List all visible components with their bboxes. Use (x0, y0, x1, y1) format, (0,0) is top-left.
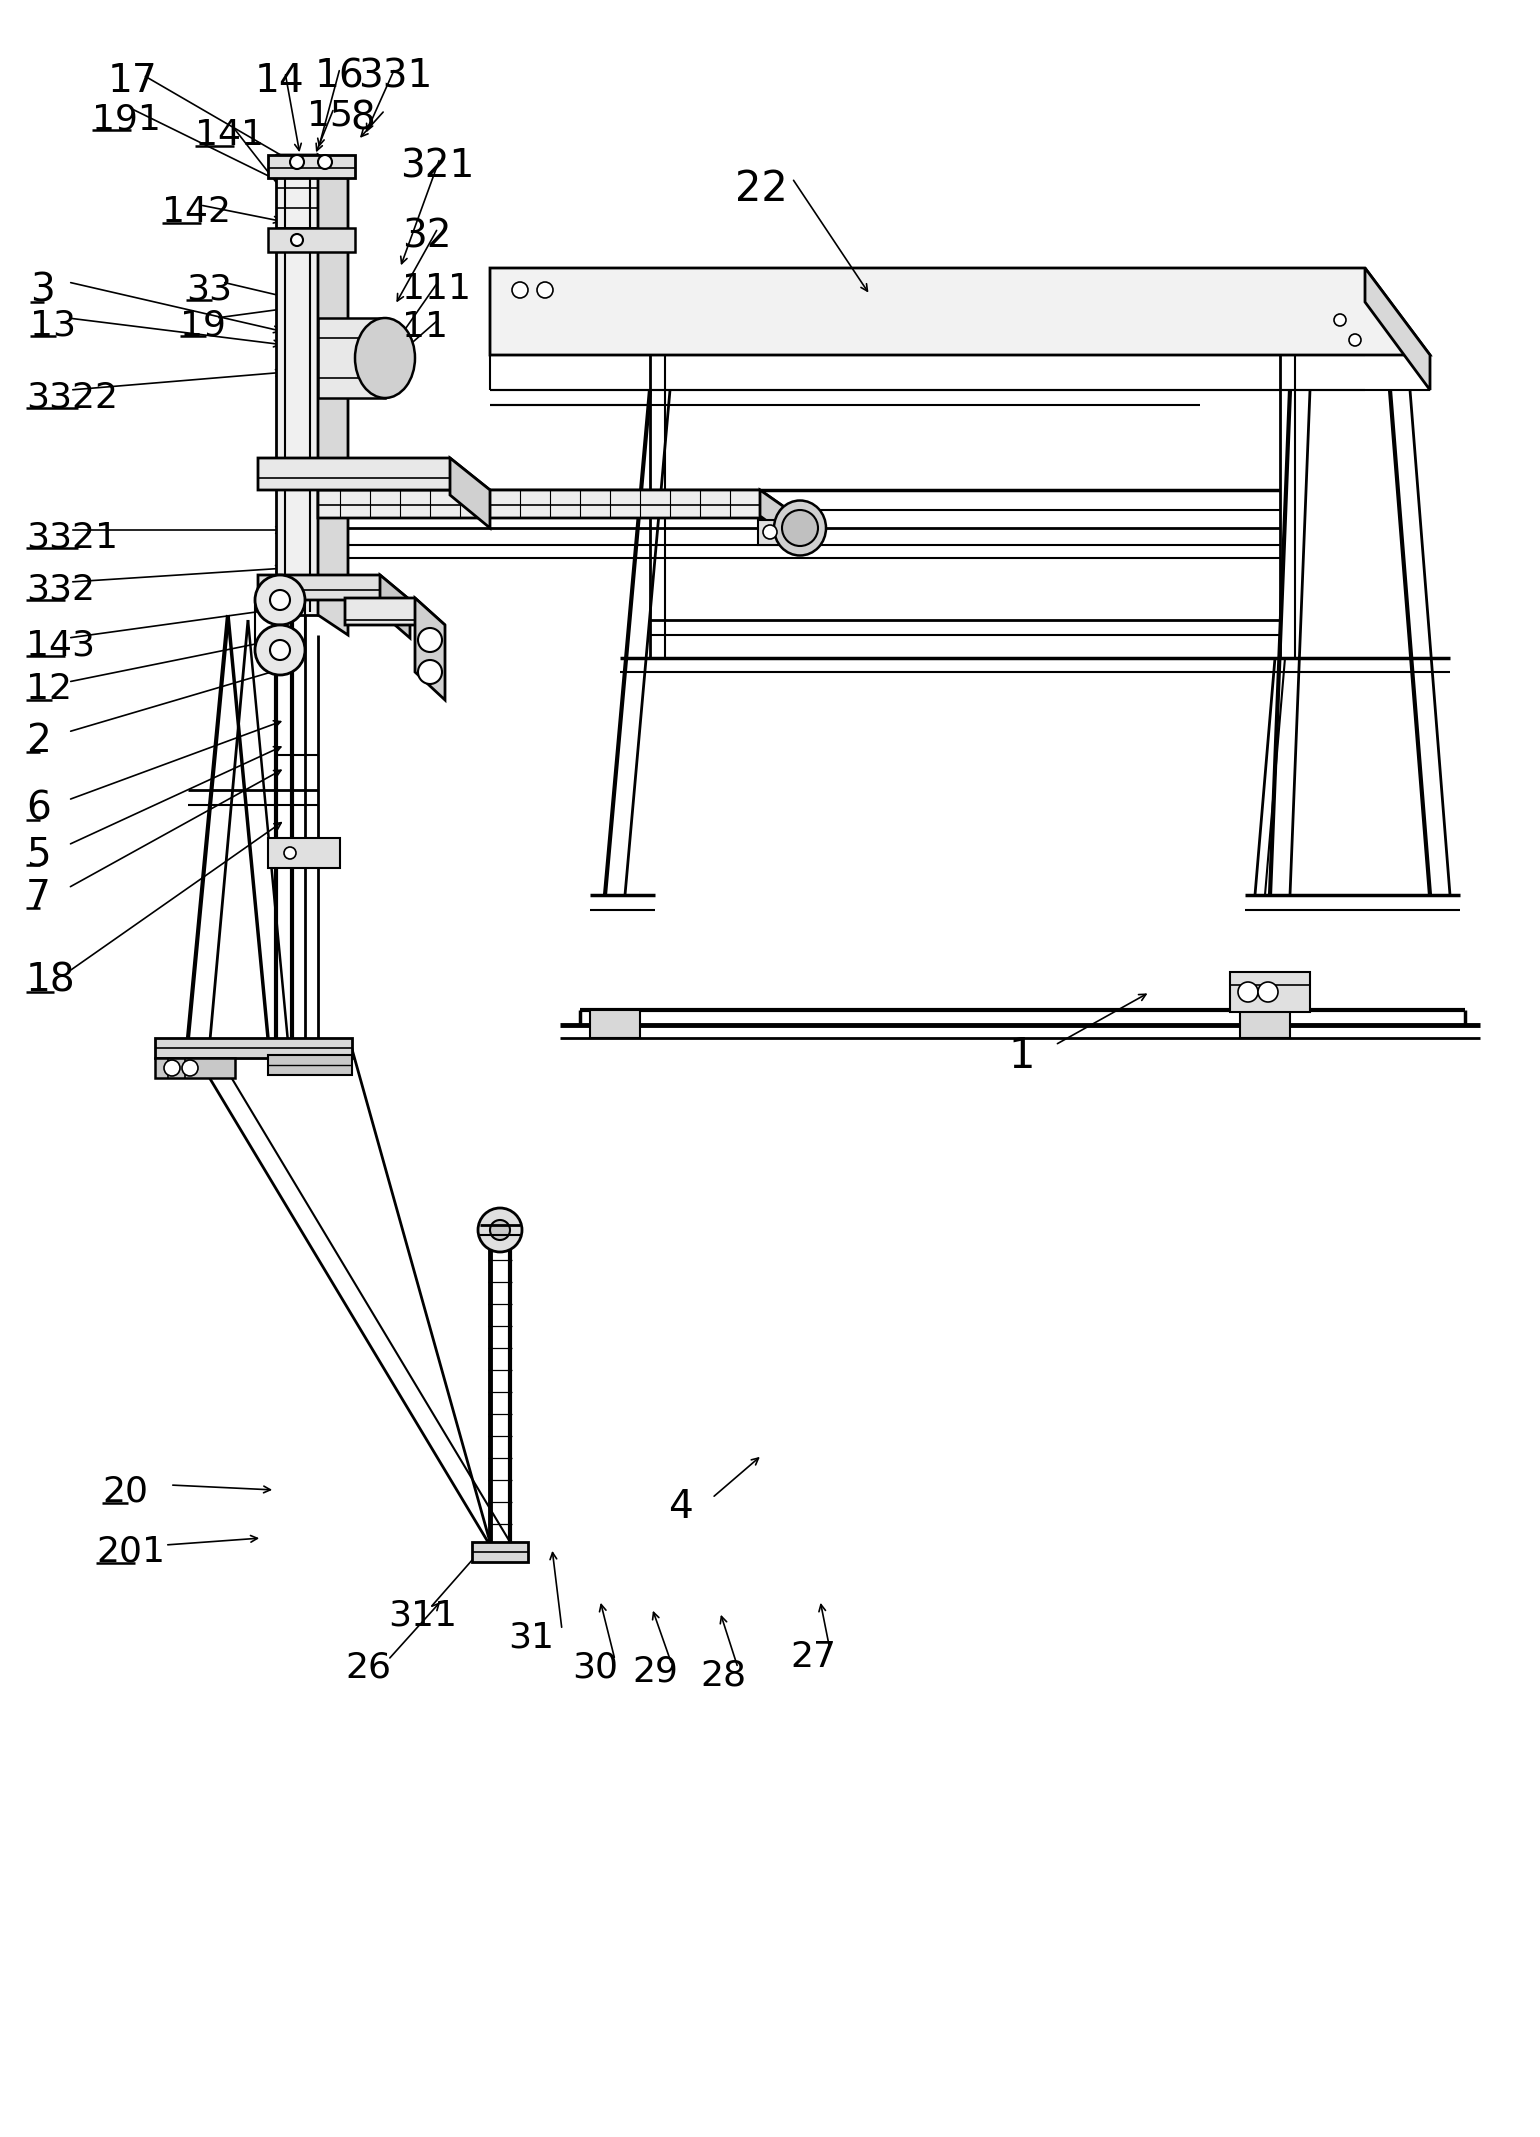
Text: 31: 31 (508, 1620, 554, 1654)
Circle shape (477, 1207, 522, 1252)
Text: 32: 32 (402, 218, 451, 256)
Polygon shape (268, 229, 356, 252)
Polygon shape (317, 156, 348, 635)
Text: 5: 5 (26, 836, 51, 874)
Polygon shape (156, 1058, 236, 1077)
Circle shape (290, 156, 303, 169)
Circle shape (762, 526, 778, 539)
Circle shape (283, 846, 296, 859)
Text: 321: 321 (400, 147, 474, 186)
Polygon shape (317, 489, 799, 517)
Text: 1: 1 (1009, 1034, 1035, 1077)
Circle shape (782, 511, 818, 545)
Text: 2: 2 (26, 722, 51, 761)
Text: 7: 7 (26, 878, 51, 917)
Text: 12: 12 (26, 671, 72, 705)
Text: 22: 22 (735, 169, 788, 209)
Circle shape (270, 590, 290, 609)
Text: 111: 111 (402, 271, 471, 306)
Text: 331: 331 (357, 58, 433, 96)
Polygon shape (471, 1543, 528, 1562)
Circle shape (256, 624, 305, 675)
Text: 191: 191 (92, 103, 160, 137)
Text: 33: 33 (186, 271, 233, 306)
Polygon shape (761, 489, 799, 545)
Polygon shape (1240, 1011, 1291, 1039)
Polygon shape (450, 457, 490, 528)
Circle shape (163, 1060, 180, 1077)
Text: 6: 6 (26, 791, 51, 827)
Text: 28: 28 (701, 1658, 745, 1693)
Polygon shape (590, 1011, 641, 1039)
Text: 142: 142 (162, 194, 231, 229)
Circle shape (511, 282, 528, 297)
Circle shape (317, 156, 333, 169)
Text: 141: 141 (196, 118, 263, 152)
Circle shape (417, 628, 442, 652)
Text: 14: 14 (256, 62, 305, 100)
Polygon shape (758, 519, 819, 545)
Circle shape (490, 1220, 510, 1239)
Polygon shape (380, 575, 410, 639)
Circle shape (182, 1060, 199, 1077)
Circle shape (270, 639, 290, 660)
Text: 17: 17 (108, 62, 157, 100)
Text: 30: 30 (571, 1650, 618, 1684)
Circle shape (291, 233, 303, 246)
Text: 19: 19 (180, 308, 226, 342)
Text: 8: 8 (350, 100, 374, 139)
Circle shape (256, 575, 305, 624)
Polygon shape (259, 457, 490, 489)
Text: 332: 332 (26, 573, 95, 607)
Polygon shape (345, 598, 445, 624)
Polygon shape (1364, 267, 1431, 389)
Circle shape (1238, 983, 1258, 1002)
Polygon shape (1230, 972, 1311, 1013)
Circle shape (1258, 983, 1278, 1002)
Polygon shape (276, 156, 317, 615)
Circle shape (1349, 333, 1361, 346)
Ellipse shape (775, 500, 825, 556)
Circle shape (417, 660, 442, 684)
Polygon shape (317, 318, 385, 397)
Text: 311: 311 (388, 1598, 457, 1633)
Text: 29: 29 (631, 1654, 678, 1688)
Text: 201: 201 (95, 1534, 165, 1569)
Text: 15: 15 (306, 98, 353, 132)
Polygon shape (268, 156, 356, 177)
Circle shape (1334, 314, 1346, 327)
Text: 4: 4 (668, 1487, 693, 1526)
Text: 143: 143 (26, 628, 95, 662)
Text: 3322: 3322 (26, 380, 119, 415)
Text: 3321: 3321 (26, 519, 119, 553)
Polygon shape (156, 1039, 353, 1058)
Text: 18: 18 (26, 962, 75, 1000)
Polygon shape (276, 156, 348, 175)
Ellipse shape (356, 318, 414, 397)
Text: 3: 3 (29, 271, 55, 310)
Text: 20: 20 (102, 1475, 148, 1509)
Text: 27: 27 (790, 1639, 836, 1673)
Circle shape (537, 282, 553, 297)
Text: 11: 11 (402, 310, 448, 344)
Text: 26: 26 (345, 1650, 391, 1684)
Polygon shape (259, 575, 410, 600)
Polygon shape (414, 598, 445, 701)
Polygon shape (490, 267, 1431, 355)
Text: 16: 16 (316, 58, 365, 96)
Polygon shape (268, 838, 340, 868)
Text: 13: 13 (29, 308, 75, 342)
Polygon shape (268, 1056, 353, 1075)
